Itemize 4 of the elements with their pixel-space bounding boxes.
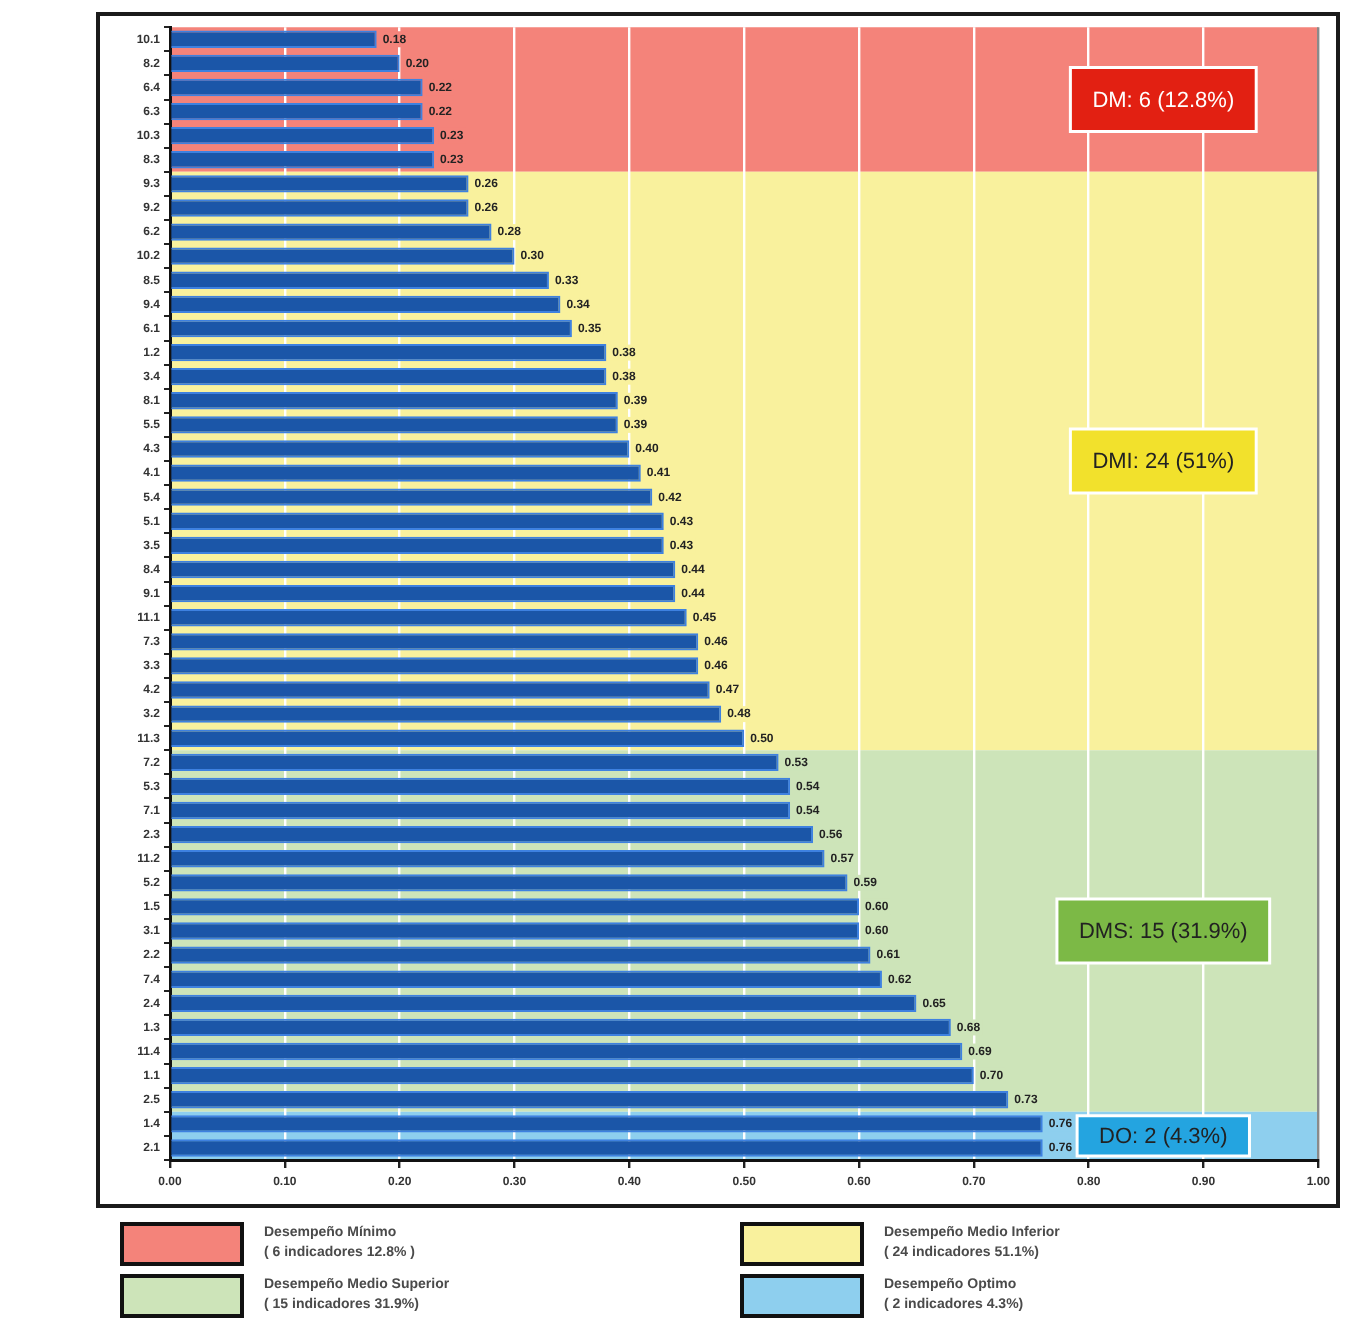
band-label: DO: 2 (4.3%): [1099, 1124, 1228, 1149]
band-label: DM: 6 (12.8%): [1092, 88, 1235, 113]
band-label: DMI: 24 (51%): [1092, 450, 1235, 475]
band-label: DMS: 15 (31.9%): [1078, 920, 1248, 945]
